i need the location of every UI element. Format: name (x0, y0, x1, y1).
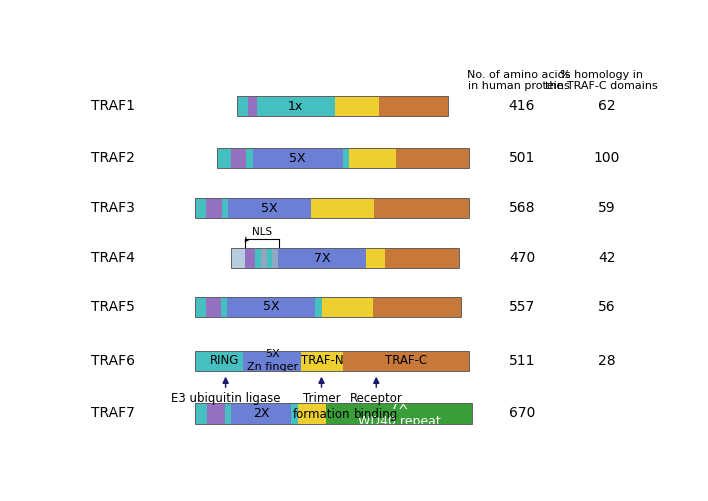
Bar (301, 351, 343, 371)
Text: 568: 568 (509, 201, 535, 215)
Bar (232, 403, 291, 423)
Bar (379, 96, 447, 116)
Text: 1x: 1x (288, 100, 304, 113)
Text: 5X
Zn finger: 5X Zn finger (246, 349, 298, 372)
Text: 670: 670 (509, 406, 535, 420)
Bar (343, 148, 349, 168)
Text: No. of amino acids
in human proteins: No. of amino acids in human proteins (467, 70, 571, 91)
Bar (278, 248, 366, 269)
Text: TRAF4: TRAF4 (91, 252, 135, 266)
Bar (245, 248, 255, 269)
Bar (231, 248, 459, 269)
Bar (217, 148, 469, 168)
Bar (246, 148, 253, 168)
Bar (195, 198, 469, 218)
Bar (195, 198, 207, 218)
Text: 5X: 5X (263, 300, 280, 313)
Bar (195, 297, 206, 317)
Bar (315, 297, 321, 317)
Text: TRAF7: TRAF7 (91, 406, 135, 420)
Text: 470: 470 (509, 252, 535, 266)
Bar (335, 96, 379, 116)
Bar (195, 403, 207, 423)
Bar (255, 248, 261, 269)
Bar (311, 198, 374, 218)
Text: 501: 501 (509, 151, 535, 165)
Bar (231, 248, 245, 269)
Bar (257, 96, 335, 116)
Bar (222, 198, 229, 218)
Text: 5X: 5X (290, 152, 306, 165)
Bar (195, 351, 207, 371)
Bar (195, 297, 461, 317)
Text: 59: 59 (598, 201, 616, 215)
Text: % homology in
the TRAF-C domains: % homology in the TRAF-C domains (545, 70, 658, 91)
Bar (261, 248, 266, 269)
Bar (244, 351, 301, 371)
Text: TRAF1: TRAF1 (91, 99, 135, 113)
Bar (373, 297, 461, 317)
Text: 557: 557 (509, 300, 535, 314)
Bar (221, 297, 227, 317)
Bar (207, 351, 244, 371)
Bar (321, 297, 373, 317)
Text: Receptor
binding: Receptor binding (350, 392, 403, 421)
Text: 2X: 2X (253, 407, 270, 420)
Bar (253, 148, 343, 168)
Text: TRAF-C: TRAF-C (385, 354, 428, 367)
Text: NLS: NLS (252, 227, 272, 237)
Text: TRAF5: TRAF5 (91, 300, 135, 314)
Bar (343, 351, 469, 371)
Bar (217, 148, 232, 168)
Text: 28: 28 (598, 354, 616, 368)
Bar (227, 297, 315, 317)
Bar (291, 403, 298, 423)
Text: 511: 511 (509, 354, 535, 368)
Text: 56: 56 (598, 300, 616, 314)
Text: 62: 62 (598, 99, 616, 113)
Bar (349, 148, 396, 168)
Bar (298, 403, 326, 423)
Text: 100: 100 (594, 151, 620, 165)
Bar (224, 403, 232, 423)
Text: 42: 42 (598, 252, 616, 266)
Bar (374, 198, 469, 218)
Bar (366, 248, 385, 269)
Bar (236, 96, 249, 116)
Bar (249, 96, 257, 116)
Bar (396, 148, 469, 168)
Bar (273, 248, 278, 269)
Text: RING: RING (210, 354, 239, 367)
Text: TRAF-N: TRAF-N (301, 354, 343, 367)
Text: Trimer
formation: Trimer formation (292, 392, 350, 421)
Bar (385, 248, 459, 269)
Bar (207, 403, 224, 423)
Bar (236, 96, 447, 116)
Bar (326, 403, 472, 423)
Text: 7X: 7X (314, 252, 330, 265)
Text: TRAF3: TRAF3 (91, 201, 135, 215)
Text: TRAF2: TRAF2 (91, 151, 135, 165)
Bar (232, 148, 246, 168)
Text: 5X: 5X (261, 202, 278, 215)
Bar (229, 198, 311, 218)
Bar (195, 403, 472, 423)
Bar (206, 297, 221, 317)
Bar (266, 248, 273, 269)
Text: 7X
WD40 repeat: 7X WD40 repeat (358, 399, 440, 428)
Bar (195, 351, 469, 371)
Text: E3 ubiquitin ligase: E3 ubiquitin ligase (171, 392, 280, 405)
Bar (207, 198, 222, 218)
Text: 416: 416 (509, 99, 535, 113)
Text: TRAF6: TRAF6 (91, 354, 135, 368)
